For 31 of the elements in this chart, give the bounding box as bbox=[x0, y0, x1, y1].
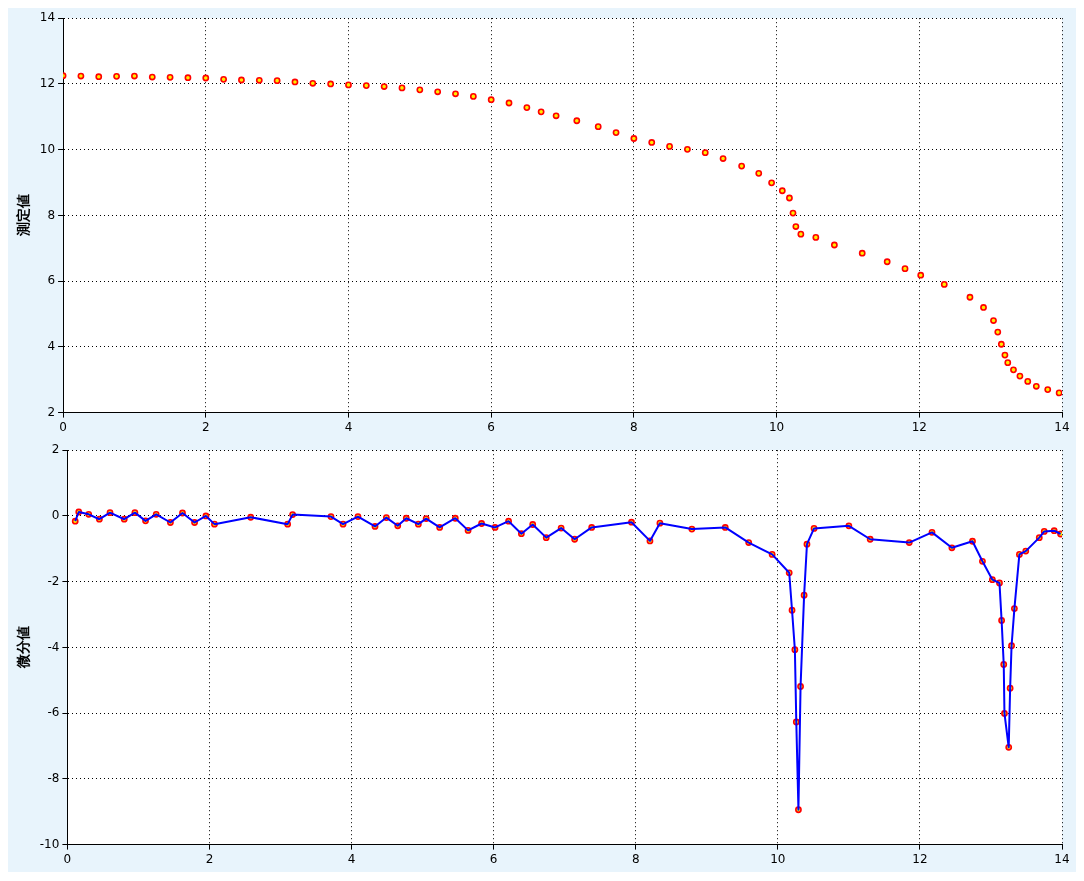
y-tick-label: 0 bbox=[51, 508, 60, 523]
x-tick-label: 2 bbox=[205, 851, 214, 866]
x-tick-label: 4 bbox=[347, 851, 356, 866]
x-tick-label: 8 bbox=[630, 419, 638, 434]
x-tick-label: 10 bbox=[770, 851, 786, 866]
x-tick-label: 0 bbox=[63, 851, 72, 866]
x-tick-label: 4 bbox=[344, 419, 353, 434]
x-tick-label: 14 bbox=[1054, 419, 1070, 434]
y-tick-label: 6 bbox=[47, 273, 56, 288]
x-tick-label: 2 bbox=[201, 419, 210, 434]
y-axis-title: 測定値 bbox=[15, 194, 32, 238]
y-tick-label: -4 bbox=[47, 639, 60, 654]
y-tick-label: 14 bbox=[39, 10, 56, 25]
y-tick-label: 2 bbox=[51, 442, 60, 457]
y-tick-label: -8 bbox=[47, 770, 60, 785]
x-tick-label: 8 bbox=[631, 851, 640, 866]
x-tick-label: 6 bbox=[487, 419, 495, 434]
x-tick-label: 12 bbox=[911, 419, 927, 434]
y-tick-label: 4 bbox=[47, 338, 56, 353]
x-tick-label: 14 bbox=[1054, 851, 1070, 866]
y-tick-label: -2 bbox=[47, 573, 60, 588]
x-tick-label: 12 bbox=[912, 851, 928, 866]
y-tick-label: 10 bbox=[39, 141, 56, 156]
y-tick-label: 2 bbox=[47, 404, 56, 419]
y-axis-title: 微分値 bbox=[15, 626, 32, 670]
y-tick-label: 8 bbox=[47, 207, 56, 222]
y-tick-label: -6 bbox=[47, 705, 60, 720]
x-tick-label: 6 bbox=[489, 851, 498, 866]
y-tick-label: -10 bbox=[39, 836, 60, 851]
x-tick-label: 10 bbox=[768, 419, 785, 434]
y-tick-label: 12 bbox=[39, 76, 56, 91]
